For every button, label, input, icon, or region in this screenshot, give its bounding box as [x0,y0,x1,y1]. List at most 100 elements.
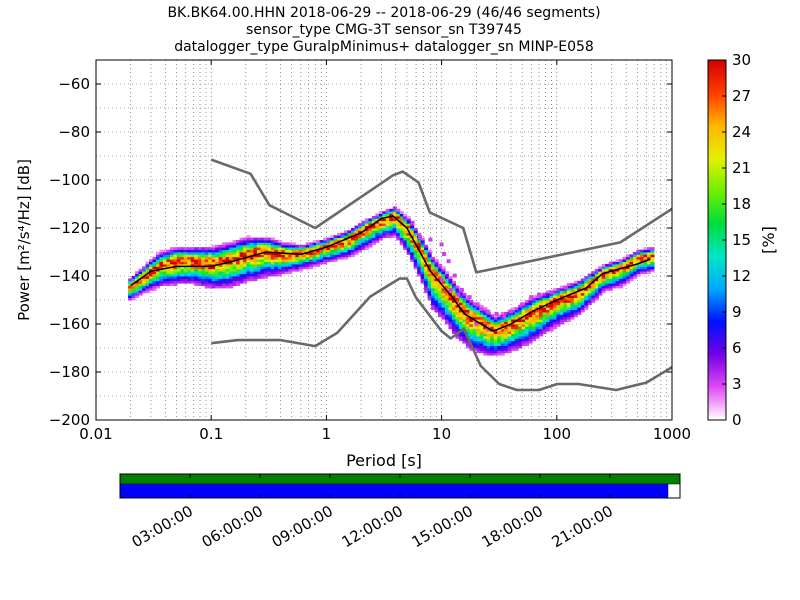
density-cell [253,268,258,272]
density-cell [490,326,495,330]
density-cell [584,300,589,303]
density-cell [469,336,474,339]
density-cell [420,242,425,246]
density-cell [424,247,429,250]
density-cell [549,309,554,313]
density-cell [458,314,464,318]
density-cell [406,223,411,226]
density-cell [535,324,540,327]
density-cell [180,261,185,265]
density-cell [521,340,526,344]
density-cell [403,213,408,217]
density-cell [403,216,408,219]
density-cell [162,249,168,253]
density-cell [431,264,436,267]
density-cell [270,261,275,265]
density-cell [267,256,272,260]
timeline-tick-label: 06:00:00 [199,502,266,551]
density-cell [183,249,188,253]
density-cell [204,247,209,250]
density-cell [378,223,383,226]
density-cell [584,307,589,310]
density-cell [563,300,568,303]
density-cell [532,307,537,310]
density-cell [615,278,620,282]
density-cell [256,240,262,243]
density-cell [274,242,279,246]
density-cell [444,316,450,320]
density-cell [552,302,558,306]
density-cell [549,326,554,330]
density-cell [337,242,342,246]
density-cell [169,278,174,282]
timeline-tick-label: 09:00:00 [269,502,336,551]
density-cell [438,271,443,274]
density-cell [601,288,606,291]
density-cell [406,247,411,250]
density-cell [539,304,544,308]
density-cell [413,256,418,260]
density-cell [138,276,143,279]
density-cell [239,266,244,270]
density-cell [528,336,533,339]
density-cell [434,278,439,282]
density-cell [511,309,516,313]
density-cell [371,218,376,222]
density-cell [183,273,188,277]
density-cell [601,264,606,267]
density-cell [532,338,537,342]
density-cell [302,259,307,262]
density-cell [646,264,652,267]
density-cell [155,266,161,270]
density-cell [169,261,174,265]
density-cell [176,266,181,270]
density-cell [187,268,192,272]
density-cell [417,264,422,267]
density-cell [476,326,481,330]
density-cell [392,211,397,214]
density-cell [277,259,282,262]
density-cell [451,280,457,284]
density-cell [472,343,477,346]
density-cell [504,343,509,346]
density-cell [159,266,164,270]
density-cell [204,271,209,274]
density-cell [458,304,464,308]
density-cell [159,254,164,258]
density-cell [476,324,481,327]
density-cell [239,278,244,282]
density-cell [347,254,352,258]
density-cell [371,220,376,224]
density-cell [420,259,425,262]
density-cell [176,261,181,265]
density-outlier [494,312,499,316]
density-cell [403,244,408,248]
density-cell [347,252,352,255]
density-cell [183,280,188,284]
density-cell [622,261,627,265]
density-cell [438,309,443,313]
density-cell [598,290,603,294]
density-cell [246,271,251,274]
density-cell [246,268,251,272]
density-cell [504,312,509,315]
density-cell [190,268,195,272]
density-cell [371,225,376,229]
density-cell [493,316,498,320]
density-cell [444,295,450,298]
density-cell [622,276,627,279]
density-cell [444,285,450,289]
density-cell [385,228,390,231]
density-cell [357,242,363,246]
density-cell [633,273,638,277]
density-cell [413,240,418,243]
density-cell [424,249,429,253]
density-cell [194,256,199,260]
density-cell [246,249,251,253]
density-cell [539,328,544,332]
density-cell [243,273,248,277]
density-cell [469,307,474,310]
density-cell [274,254,279,258]
density-cell [267,273,272,277]
density-cell [305,247,310,250]
